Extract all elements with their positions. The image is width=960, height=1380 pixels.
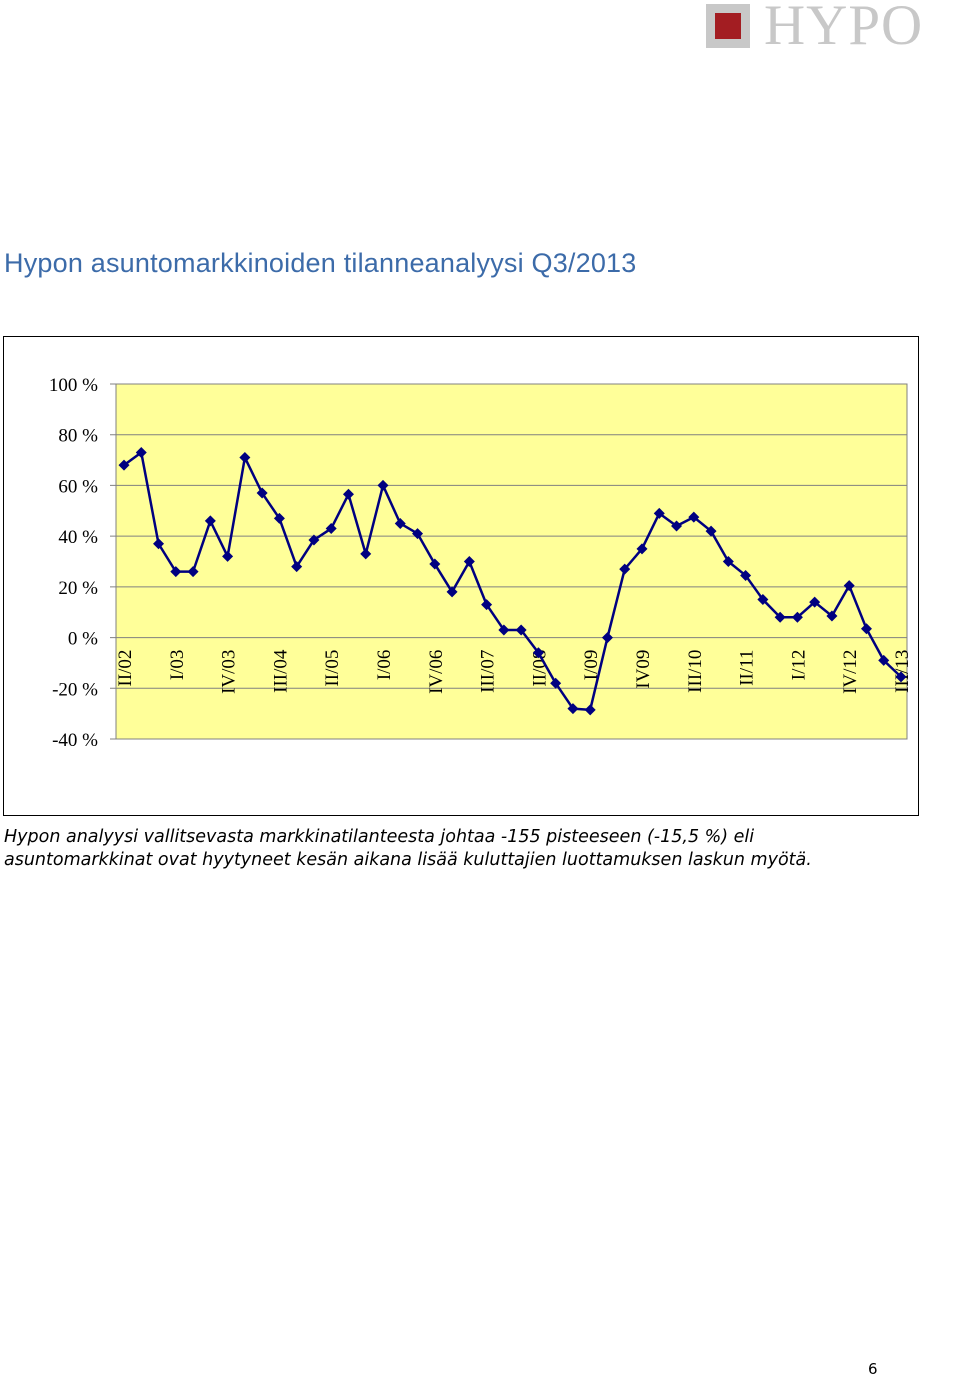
data-point [515,624,527,636]
data-point [740,569,752,581]
x-tick-label: III/04 [270,649,291,693]
x-tick-label: IV/03 [219,650,240,694]
data-point [671,520,683,532]
data-point [308,534,320,546]
x-tick-label: II/08 [529,650,550,687]
data-point [809,596,821,608]
y-tick-label: 20 % [58,578,98,599]
x-tick-label: IV09 [633,650,654,689]
x-tick-label: I/09 [581,650,602,681]
hypo-logo: HYPO [706,0,956,56]
data-point [636,543,648,555]
data-point [860,623,872,635]
data-point [135,446,147,458]
data-point [481,599,493,611]
data-point [412,528,424,540]
y-tick-label: -20 % [52,679,98,700]
data-point [619,563,631,575]
analysis-caption: Hypon analyysi vallitsevasta markkinatil… [4,826,944,872]
data-point [118,459,130,471]
chart-frame: 100 % 80 % 60 % 40 % 20 % 0 % -20 % -40 % II/02 I… [3,336,919,816]
data-point [170,566,182,578]
data-point [239,452,251,464]
caption-line-2: asuntomarkkinat ovat hyytyneet kesän aik… [4,850,812,870]
data-point [774,611,786,623]
x-tick-label: III/07 [478,650,499,693]
y-tick-label: 80 % [58,426,98,447]
y-tick-label: 60 % [58,476,98,497]
data-point [843,580,855,592]
data-point [688,511,700,523]
data-point [601,632,613,644]
data-point [256,487,268,499]
data-point [826,610,838,622]
data-point [550,677,562,689]
x-tick-label: II/11 [737,650,758,686]
y-tick-label: 40 % [58,527,98,548]
data-point [653,507,665,519]
data-point [498,624,510,636]
x-tick-label: II/05 [322,650,343,687]
x-tick-label: I/06 [374,650,395,681]
x-tick-label: III/13 [892,650,913,693]
y-tick-label: 100 % [49,375,98,396]
data-point [153,538,165,550]
data-point [377,479,389,491]
caption-line-1: Hypon analyysi vallitsevasta markkinatil… [4,827,755,847]
data-point [463,556,475,567]
data-point [446,586,458,598]
y-tick-label: 0 % [68,629,98,650]
data-point [757,594,769,606]
page-title: Hypon asuntomarkkinoiden tilanneanalyysi… [4,248,637,278]
data-point [291,561,303,573]
x-tick-label: IV/06 [426,650,447,694]
data-point [360,548,372,560]
data-point [429,558,441,570]
data-point [878,654,890,666]
data-point [584,704,596,716]
logo-square-icon [706,4,750,48]
x-tick-label: IV/12 [840,650,861,694]
data-point [204,515,216,527]
logo-text: HYPO [764,0,924,57]
page-number: 6 [868,1360,878,1378]
x-tick-label: III/10 [685,650,706,693]
x-tick-label: II/02 [115,650,136,687]
data-point [532,647,544,659]
data-point [722,556,734,567]
data-point [222,550,234,562]
data-point [705,525,717,537]
data-point [187,566,199,578]
plot-area [115,383,908,740]
data-point [791,611,803,623]
data-point [394,517,406,529]
data-point [342,488,354,500]
x-tick-label: I/12 [788,650,809,681]
data-point [325,523,337,535]
x-tick-label: I/03 [167,650,188,681]
data-point [895,671,907,683]
series-line [123,451,902,712]
data-point [273,512,285,524]
data-point [567,703,579,715]
line-chart: 100 % 80 % 60 % 40 % 20 % 0 % -20 % -40 % II/02 I… [49,375,913,751]
y-tick-label: -40 % [52,730,98,751]
